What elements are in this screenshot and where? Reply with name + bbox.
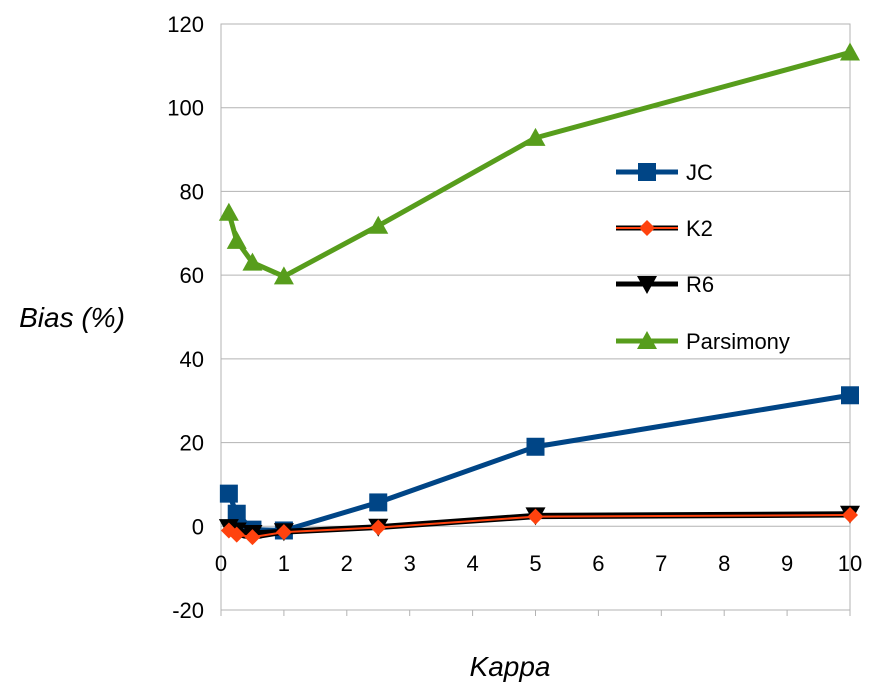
data-point-k2 bbox=[370, 519, 387, 536]
data-point-parsimony bbox=[525, 127, 546, 146]
series-k2 bbox=[220, 506, 858, 546]
legend-swatch-marker bbox=[638, 163, 656, 181]
x-axis-title: Kappa bbox=[470, 651, 551, 682]
y-tick-label: 60 bbox=[180, 263, 204, 288]
data-point-parsimony bbox=[273, 266, 294, 285]
y-tick-label: 120 bbox=[167, 12, 204, 37]
data-point-k2 bbox=[275, 524, 292, 541]
legend-item-jc: JC bbox=[616, 160, 713, 185]
legend-item-k2: K2 bbox=[616, 216, 713, 241]
x-tick-label: 9 bbox=[781, 551, 793, 576]
y-tick-label: -20 bbox=[172, 598, 204, 623]
y-tick-label: 0 bbox=[192, 514, 204, 539]
x-tick-label: 10 bbox=[838, 551, 862, 576]
legend-label: Parsimony bbox=[686, 329, 790, 354]
data-point-k2 bbox=[527, 508, 544, 525]
series-parsimony bbox=[218, 42, 860, 285]
legend-item-r6: R6 bbox=[616, 272, 714, 297]
data-point-k2 bbox=[842, 506, 858, 523]
legend-label: JC bbox=[686, 160, 713, 185]
legend: JC K2 R6 Parsimony bbox=[616, 160, 790, 354]
x-tick-label: 8 bbox=[718, 551, 730, 576]
x-tick-label: 2 bbox=[341, 551, 353, 576]
series-line-parsimony bbox=[226, 50, 851, 279]
x-tick-label: 1 bbox=[278, 551, 290, 576]
data-point-jc bbox=[219, 484, 238, 503]
legend-swatch-marker bbox=[637, 331, 657, 349]
legend-item-parsimony: Parsimony bbox=[616, 329, 790, 354]
data-point-k2 bbox=[244, 529, 261, 546]
data-point-jc bbox=[526, 437, 545, 456]
y-tick-label: 20 bbox=[180, 431, 204, 456]
legend-swatch-marker bbox=[637, 276, 657, 294]
x-tick-label: 0 bbox=[215, 551, 227, 576]
data-point-jc bbox=[369, 493, 388, 512]
data-point-k2 bbox=[228, 526, 245, 543]
y-tick-label: 80 bbox=[180, 179, 204, 204]
y-axis-ticks: -20 0 20 40 60 80 100 120 bbox=[167, 12, 204, 623]
data-point-jc bbox=[227, 504, 246, 523]
legend-label: R6 bbox=[686, 272, 714, 297]
x-tick-label: 7 bbox=[655, 551, 667, 576]
y-tick-label: 40 bbox=[180, 347, 204, 372]
legend-swatch-marker bbox=[639, 220, 655, 236]
data-point-parsimony bbox=[218, 202, 239, 221]
series-r6 bbox=[218, 505, 860, 543]
x-tick-label: 3 bbox=[404, 551, 416, 576]
y-tick-label: 100 bbox=[167, 96, 204, 121]
y-axis-title: Bias (%) bbox=[19, 302, 125, 333]
series-layer bbox=[218, 42, 860, 546]
legend-label: K2 bbox=[686, 216, 713, 241]
x-axis-ticks: 0 1 2 3 4 5 6 7 8 9 10 bbox=[215, 551, 862, 616]
data-point-parsimony bbox=[368, 215, 389, 234]
data-point-parsimony bbox=[226, 230, 247, 249]
x-tick-label: 6 bbox=[592, 551, 604, 576]
data-point-parsimony bbox=[242, 252, 263, 271]
x-tick-label: 4 bbox=[466, 551, 478, 576]
x-tick-label: 5 bbox=[529, 551, 541, 576]
data-point-jc bbox=[841, 386, 859, 405]
data-point-parsimony bbox=[840, 42, 860, 61]
